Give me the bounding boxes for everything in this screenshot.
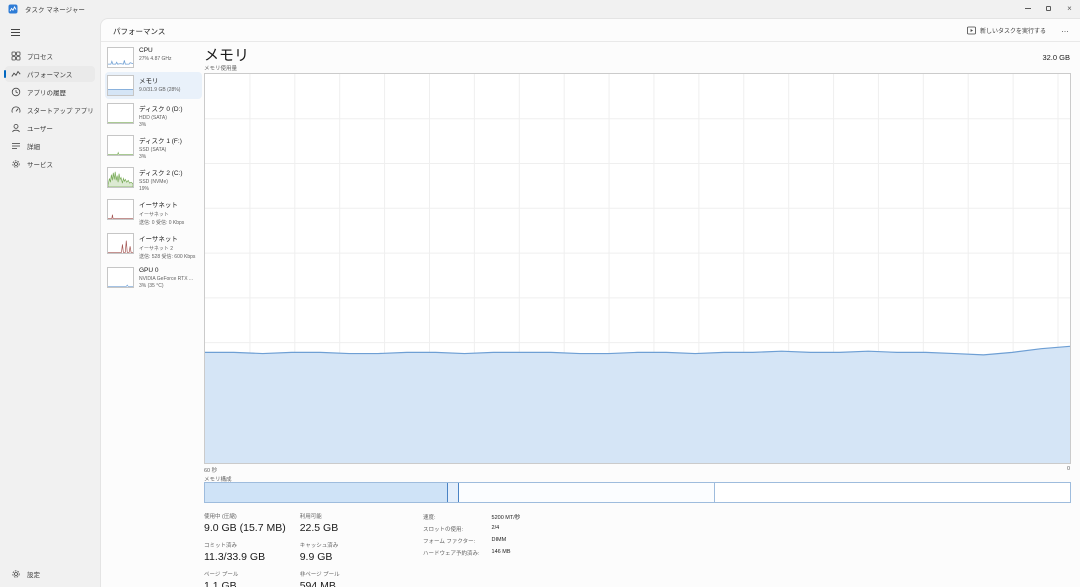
ethernet-1-sparkline — [107, 199, 134, 220]
memory-sparkline — [107, 75, 134, 96]
sidebar-item-label: 詳細 — [27, 144, 40, 151]
run-new-task-button[interactable]: 新しいタスクを実行する — [961, 23, 1052, 38]
sidebar-item-performance[interactable]: パフォーマンス — [4, 66, 95, 82]
sidebar-item-services[interactable]: サービス — [5, 156, 95, 172]
memory-composition-segment-modified[interactable] — [448, 483, 460, 502]
clock-history-icon — [11, 87, 21, 97]
user-icon — [11, 123, 21, 133]
stat-available: 利用可能 22.5 GB — [299, 514, 339, 534]
perf-tile-gpu-0[interactable]: GPU 0 NVIDIA GeForce RTX ... 3% (35 °C) — [105, 264, 202, 292]
stat-non-paged-pool: 非ページ プール 594 MB — [299, 572, 340, 587]
performance-tile-list: CPU 27% 4.87 GHz メモリ 9.0/31.9 GB (28%) ディス… — [105, 44, 202, 293]
sidebar-item-processes[interactable]: プロセス — [5, 48, 95, 64]
close-button[interactable]: × — [1059, 0, 1080, 17]
sidebar-item-label: 設定 — [27, 572, 40, 579]
task-manager-app-icon — [8, 4, 18, 14]
sidebar-item-label: ユーザー — [27, 126, 53, 133]
processes-icon — [11, 51, 21, 61]
stat-paged-pool: ページ プール 1.1 GB — [204, 572, 239, 587]
memory-page-title: メモリ — [204, 47, 250, 64]
memory-usage-chart-label: メモリ使用量 — [204, 66, 238, 72]
detail-speed-label: 速度: — [423, 515, 436, 521]
memory-composition-segment-in_use[interactable] — [205, 483, 449, 502]
disk-0-sparkline — [107, 103, 134, 124]
perf-tile-disk-0[interactable]: ディスク 0 (D:) HDD (SATA) 3% — [105, 100, 202, 131]
detail-speed-value: 5200 MT/秒 — [491, 515, 521, 521]
ethernet-2-sparkline — [107, 233, 134, 254]
detail-hw-reserved-label: ハードウェア予約済み: — [423, 551, 480, 557]
close-icon: × — [1067, 3, 1072, 13]
sidebar: プロセス パフォーマンス アプリの履歴 スタートアップ アプリ ユーザー 詳細 … — [0, 18, 100, 587]
detail-form-factor-label: フォーム ファクター: — [423, 539, 476, 545]
sidebar-item-startup-apps[interactable]: スタートアップ アプリ — [5, 102, 95, 118]
cpu-sparkline — [107, 47, 134, 68]
chart-time-axis-label: 60 秒 — [204, 468, 218, 474]
sidebar-item-users[interactable]: ユーザー — [5, 120, 95, 136]
stat-committed: コミット済み 11.3/33.9 GB — [204, 543, 266, 563]
disk-2-sparkline — [107, 167, 134, 188]
maximize-button[interactable] — [1038, 0, 1059, 17]
detail-slots-label: スロットの使用: — [423, 527, 464, 533]
hamburger-menu-icon — [11, 28, 20, 30]
memory-stats: 使用中 (圧縮) 9.0 GB (15.7 MB) 利用可能 22.5 GB コ… — [204, 512, 352, 587]
services-gear-icon — [11, 159, 21, 169]
more-options-button[interactable]: … — [1061, 25, 1069, 34]
sidebar-item-settings[interactable]: 設定 — [5, 566, 95, 582]
detail-slots-value: 2/4 — [491, 525, 500, 531]
page-title: パフォーマンス — [113, 27, 166, 36]
minimize-icon — [1024, 8, 1031, 9]
stat-cached: キャッシュ済み 9.9 GB — [299, 543, 339, 563]
run-new-task-icon — [967, 26, 976, 35]
gpu-0-sparkline — [107, 267, 134, 288]
sidebar-item-label: サービス — [27, 162, 53, 169]
performance-icon — [11, 69, 21, 79]
perf-tile-ethernet-2[interactable]: イーサネット イーサネット 2 送信: 528 受信: 600 Kbps — [105, 230, 202, 263]
disk-1-sparkline — [107, 135, 134, 156]
chart-zero-label: 0 — [1066, 466, 1070, 472]
memory-composition-segment-free[interactable] — [715, 483, 1070, 502]
minimize-button[interactable] — [1017, 0, 1038, 17]
titlebar: タスク マネージャー × — [0, 0, 1080, 18]
sidebar-item-details[interactable]: 詳細 — [5, 138, 95, 154]
memory-composition-segment-standby[interactable] — [459, 483, 716, 502]
gauge-icon — [11, 105, 21, 115]
memory-total-label: 32.0 GB — [1042, 53, 1070, 62]
sidebar-item-app-history[interactable]: アプリの履歴 — [5, 84, 95, 100]
list-details-icon — [11, 141, 21, 151]
run-new-task-label: 新しいタスクを実行する — [979, 29, 1046, 35]
memory-hardware-details: 速度: 5200 MT/秒 スロットの使用: 2/4 フォーム ファクター: D… — [423, 513, 520, 557]
window-title: タスク マネージャー — [25, 7, 85, 14]
header-divider — [101, 41, 1080, 42]
sidebar-item-label: アプリの履歴 — [27, 90, 66, 97]
perf-tile-cpu[interactable]: CPU 27% 4.87 GHz — [105, 44, 202, 71]
sidebar-item-label: スタートアップ アプリ — [27, 108, 94, 115]
detail-hw-reserved-value: 146 MB — [491, 549, 511, 555]
hamburger-menu-button[interactable] — [8, 24, 30, 40]
detail-form-factor-value: DIMM — [491, 537, 507, 543]
memory-composition-label: メモリ構成 — [204, 477, 232, 483]
maximize-icon — [1046, 6, 1051, 11]
sidebar-item-label: プロセス — [27, 54, 53, 61]
main-panel: パフォーマンス 新しいタスクを実行する … CPU 27% 4.87 GHz メモ… — [100, 18, 1080, 587]
sidebar-item-label: パフォーマンス — [27, 72, 73, 79]
perf-tile-memory[interactable]: メモリ 9.0/31.9 GB (28%) — [105, 72, 202, 99]
memory-usage-chart[interactable] — [204, 73, 1071, 464]
perf-tile-disk-1[interactable]: ディスク 1 (F:) SSD (SATA) 3% — [105, 132, 202, 163]
memory-usage-chart-svg — [205, 74, 1070, 463]
gear-icon — [11, 569, 21, 579]
memory-composition-bar[interactable] — [204, 482, 1071, 503]
perf-tile-ethernet-1[interactable]: イーサネット イーサネット 送信: 0 受信: 0 Kbps — [105, 196, 202, 229]
stat-in-use: 使用中 (圧縮) 9.0 GB (15.7 MB) — [204, 514, 286, 534]
perf-tile-disk-2[interactable]: ディスク 2 (C:) SSD (NVMe) 19% — [105, 164, 202, 195]
